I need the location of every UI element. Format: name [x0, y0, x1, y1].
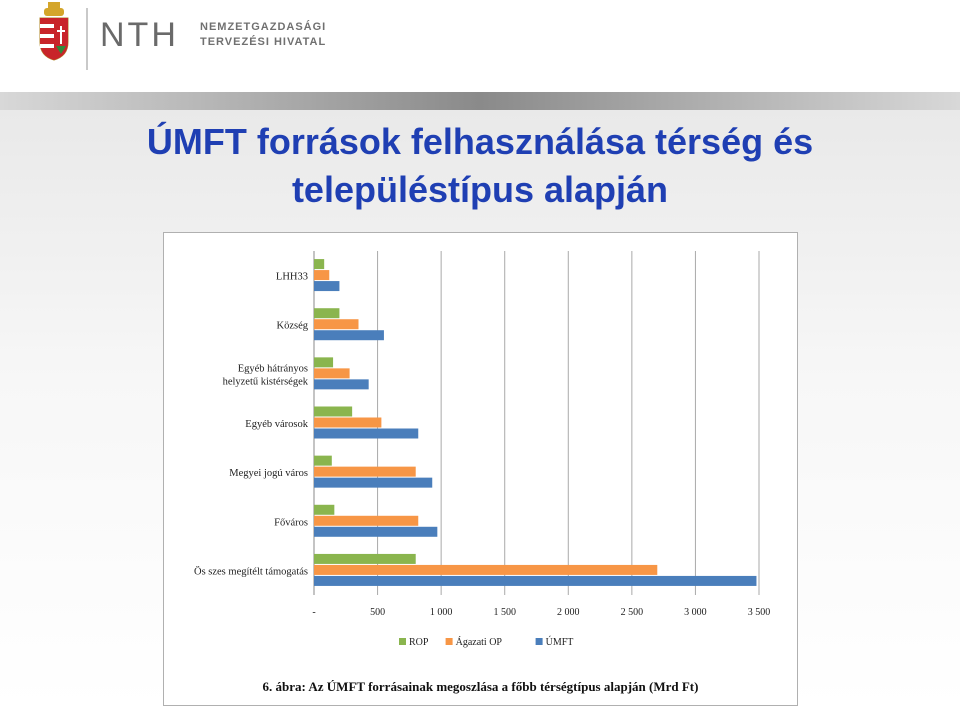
y-tick-label: Egyéb városok [245, 419, 308, 430]
slide-title: ÚMFT források felhasználása térség és te… [0, 118, 960, 214]
y-tick-label: Megyei jogú város [229, 468, 308, 479]
bar [314, 564, 658, 575]
bar [314, 455, 332, 466]
header: NTH NEMZETGAZDASÁGI TERVEZÉSI HIVATAL [0, 0, 960, 90]
logo-text: NTH [100, 16, 179, 54]
bar [314, 259, 325, 270]
y-tick-label: Község [277, 321, 309, 332]
coat-of-arms-icon [39, 2, 69, 61]
slide-title-line-1: ÚMFT források felhasználása térség és [146, 121, 814, 162]
y-tick-label: Ös szes megítélt támogatás [194, 565, 308, 577]
plot-area [314, 251, 759, 595]
bar [314, 515, 419, 526]
chart-frame: - 500 1 000 1 500 2 000 2 500 3 000 3 500 LHH33 K… [163, 232, 798, 706]
bar [314, 281, 340, 292]
bar [314, 270, 330, 281]
legend-swatch [399, 638, 406, 645]
legend-swatch [445, 638, 453, 645]
bar [314, 330, 384, 341]
slide-title-line-2: településtípus alapján [291, 169, 669, 210]
bar [314, 428, 419, 439]
y-tick-label: Főváros [274, 517, 308, 528]
x-tick-label: 3 500 [748, 607, 771, 618]
x-tick-label: 1 500 [493, 607, 516, 618]
x-tick-label: 2 000 [557, 607, 580, 618]
bar [314, 575, 757, 586]
bar [314, 504, 335, 515]
legend-label: ÚMFT [546, 636, 574, 648]
header-divider [86, 8, 88, 70]
x-tick-label: 3 000 [684, 607, 707, 618]
x-tick-label: 1 000 [430, 607, 453, 618]
institution-line-2: TERVEZÉSI HIVATAL [200, 36, 327, 48]
bar [314, 308, 340, 319]
bar [314, 417, 382, 428]
bar [314, 406, 353, 417]
bar [314, 526, 438, 537]
bar [314, 553, 416, 564]
legend-label: ROP [409, 637, 429, 648]
institution-line-1: NEMZETGAZDASÁGI [200, 21, 327, 33]
y-tick-label: LHH33 [276, 272, 308, 283]
x-tick-label: 2 500 [621, 607, 644, 618]
bar [314, 357, 334, 368]
institution-name: NEMZETGAZDASÁGI TERVEZÉSI HIVATAL [200, 20, 326, 50]
bar [314, 379, 369, 390]
bar [314, 477, 433, 488]
bar [314, 368, 350, 379]
x-tick-label: 500 [370, 607, 385, 618]
bar [314, 466, 416, 477]
bar-chart: - 500 1 000 1 500 2 000 2 500 3 000 3 500 LHH33 K… [194, 251, 771, 648]
legend-swatch [535, 638, 543, 645]
chart-caption: 6. ábra: Az ÚMFT forrásainak megoszlása … [262, 679, 699, 694]
x-tick-label: - [312, 607, 315, 618]
y-tick-label: helyzetű kistérségek [223, 376, 309, 387]
legend-label: Ágazati OP [456, 636, 503, 648]
y-tick-label: Egyéb hátrányos [238, 363, 308, 374]
header-band [0, 92, 960, 110]
bar [314, 319, 359, 330]
